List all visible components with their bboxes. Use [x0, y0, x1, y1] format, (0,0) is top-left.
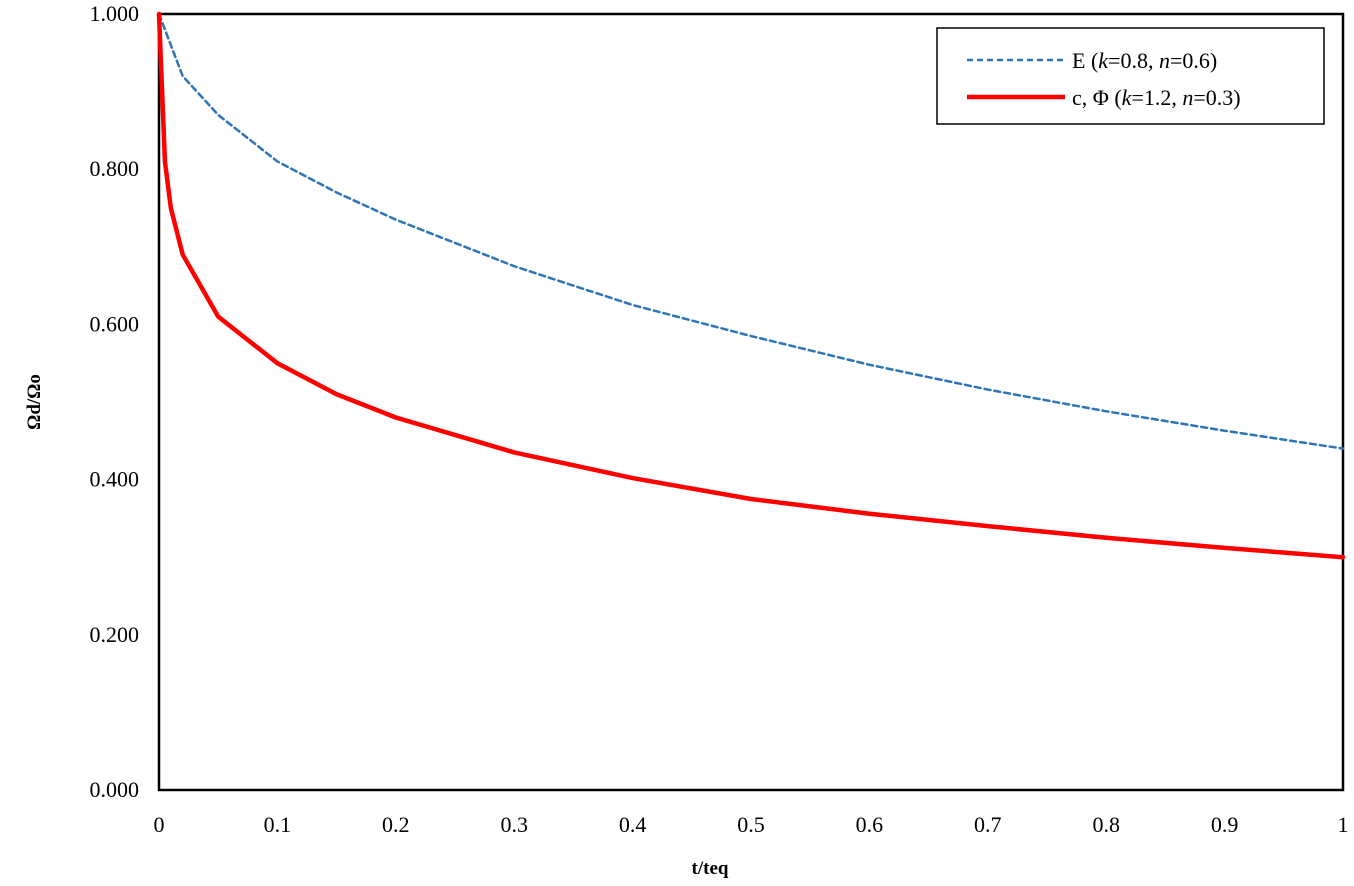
x-axis-ticks: 0 0.1 0.2 0.3 0.4 0.5 0.6 0.7 0.8 0.9 1	[154, 812, 1349, 837]
series-line-1	[156, 11, 1346, 560]
plot-area	[157, 12, 1345, 792]
y-axis-ticks: 0.000 0.200 0.400 0.600 0.800 1.000	[90, 1, 140, 802]
x-tick-label: 0.7	[974, 812, 1002, 837]
x-tick-label: 0	[154, 812, 165, 837]
x-tick-label: 0.9	[1211, 812, 1239, 837]
x-tick-label: 0.3	[500, 812, 528, 837]
x-axis-title: t/teq	[692, 858, 729, 879]
y-tick-label: 0.600	[90, 311, 140, 336]
legend-box	[936, 27, 1325, 125]
x-tick-label: 0.1	[264, 812, 292, 837]
y-tick-label: 0.200	[90, 622, 140, 647]
series-layer	[156, 11, 1346, 560]
legend-label-e: E (k=0.8, n=0.6)	[1072, 48, 1217, 73]
x-tick-label: 0.4	[619, 812, 647, 837]
x-tick-label: 0.5	[737, 812, 765, 837]
x-tick-label: 0.8	[1092, 812, 1120, 837]
legend: E (k=0.8, n=0.6) c, Φ (k=1.2, n=0.3)	[936, 27, 1325, 125]
y-axis-title: Ωd/Ωo	[24, 374, 45, 430]
series-line-0	[157, 12, 1345, 450]
y-tick-label: 0.000	[90, 777, 140, 802]
y-tick-label: 0.400	[90, 467, 140, 492]
x-tick-label: 0.2	[382, 812, 410, 837]
x-tick-label: 1	[1338, 812, 1349, 837]
legend-label-c-phi: c, Φ (k=1.2, n=0.3)	[1072, 85, 1241, 110]
y-tick-label: 0.800	[90, 156, 140, 181]
x-tick-label: 0.6	[856, 812, 884, 837]
y-tick-label: 1.000	[90, 1, 140, 26]
